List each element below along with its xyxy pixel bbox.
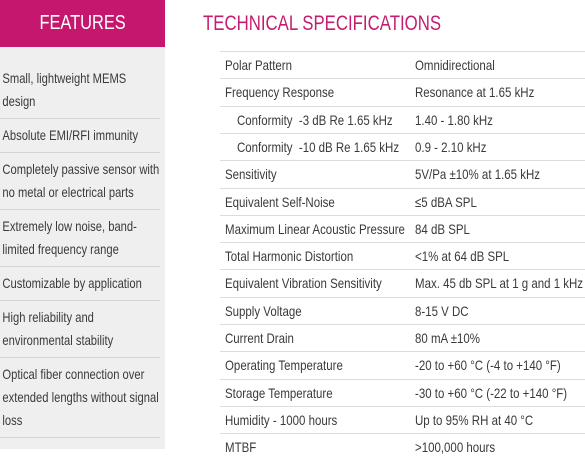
spec-label: Storage Temperature xyxy=(225,384,333,401)
spec-label: Polar Pattern xyxy=(225,57,293,73)
spec-value: Resonance at 1.65 kHz xyxy=(415,84,535,101)
spec-label: Humidity - 1000 hours xyxy=(225,411,338,428)
spec-label: Sensitivity xyxy=(225,166,277,183)
spec-value: 5V/Pa ±10% at 1.65 kHz xyxy=(415,166,540,183)
spec-row: Total Harmonic Distortion <1% at 64 dB SP… xyxy=(220,242,585,270)
feature-item: High reliability and environmental stabi… xyxy=(0,301,160,358)
spec-value: 80 mA ±10% xyxy=(415,330,481,346)
features-panel: FEATURES Small, lightweight MEMS design A… xyxy=(0,0,165,449)
feature-item: Extremely low noise, band-limited freque… xyxy=(0,210,160,267)
spec-value: ≤5 dBA SPL xyxy=(415,193,477,210)
spec-value: -30 to +60 °C (-22 to +140 °F) xyxy=(415,384,568,401)
spec-label: Operating Temperature xyxy=(225,357,343,374)
spec-row: Conformity -3 dB Re 1.65 kHz 1.40 - 1.80 … xyxy=(220,105,585,134)
feature-item: Small, lightweight MEMS design xyxy=(0,62,160,119)
spec-value: Up to 95% RH at 40 °C xyxy=(415,411,534,428)
spec-value: Max. 45 db SPL at 1 g and 1 kHz xyxy=(415,275,584,292)
spec-value: -20 to +60 °C (-4 to +140 °F) xyxy=(415,357,561,374)
specs-title: TECHNICAL SPECIFICATIONS xyxy=(203,12,442,35)
feature-item: Completely passive sensor with no metal … xyxy=(0,153,160,210)
feature-item: Customizable by application xyxy=(0,267,160,301)
spec-value: 8-15 V DC xyxy=(415,302,469,319)
spec-label: Maximum Linear Acoustic Pressure xyxy=(225,220,405,237)
spec-row: Equivalent Vibration Sensitivity Max. 45 … xyxy=(220,269,585,297)
spec-row: Storage Temperature -30 to +60 °C (-22 to… xyxy=(220,378,585,407)
spec-label: Current Drain xyxy=(225,330,294,346)
spec-value: <1% at 64 dB SPL xyxy=(415,248,510,265)
feature-item: Exceptionally low sensitivity xyxy=(0,438,160,449)
spec-row: Conformity -10 dB Re 1.65 kHz 0.9 - 2.10 … xyxy=(220,132,585,161)
spec-label: Equivalent Self-Noise xyxy=(225,193,335,210)
spec-label: Conformity -10 dB Re 1.65 kHz xyxy=(237,138,400,155)
spec-label: MTBF xyxy=(225,439,257,456)
spec-label: Supply Voltage xyxy=(225,302,302,319)
spec-row: Current Drain 80 mA ±10% xyxy=(220,324,585,352)
features-title: FEATURES xyxy=(39,12,126,34)
spec-label: Conformity -3 dB Re 1.65 kHz xyxy=(237,111,393,128)
spec-row: Humidity - 1000 hours Up to 95% RH at 40 … xyxy=(220,405,585,434)
features-list: Small, lightweight MEMS design Absolute E… xyxy=(0,62,160,449)
spec-row: MTBF >100,000 hours xyxy=(220,433,585,461)
spec-label: Total Harmonic Distortion xyxy=(225,248,354,265)
spec-row: Frequency Response Resonance at 1.65 kHz xyxy=(220,78,585,106)
spec-value: 84 dB SPL xyxy=(415,220,470,237)
spec-row: Supply Voltage 8-15 V DC xyxy=(220,296,585,325)
spec-row: Polar Pattern Omnidirectional xyxy=(220,51,585,79)
spec-value: Omnidirectional xyxy=(415,57,495,73)
spec-row: Sensitivity 5V/Pa ±10% at 1.65 kHz xyxy=(220,160,585,188)
spec-label: Frequency Response xyxy=(225,84,335,101)
feature-item: Absolute EMI/RFI immunity xyxy=(0,119,160,153)
feature-item: Optical fiber connection over extended l… xyxy=(0,358,160,438)
spec-label: Equivalent Vibration Sensitivity xyxy=(225,275,382,292)
features-header: FEATURES xyxy=(0,0,165,47)
spec-row: Operating Temperature -20 to +60 °C (-4 t… xyxy=(220,351,585,379)
spec-value: 0.9 - 2.10 kHz xyxy=(415,138,487,155)
spec-value: 1.40 - 1.80 kHz xyxy=(415,111,493,128)
spec-row: Equivalent Self-Noise ≤5 dBA SPL xyxy=(220,187,585,216)
spec-row: Maximum Linear Acoustic Pressure 84 dB SP… xyxy=(220,214,585,243)
spec-value: >100,000 hours xyxy=(415,439,496,456)
